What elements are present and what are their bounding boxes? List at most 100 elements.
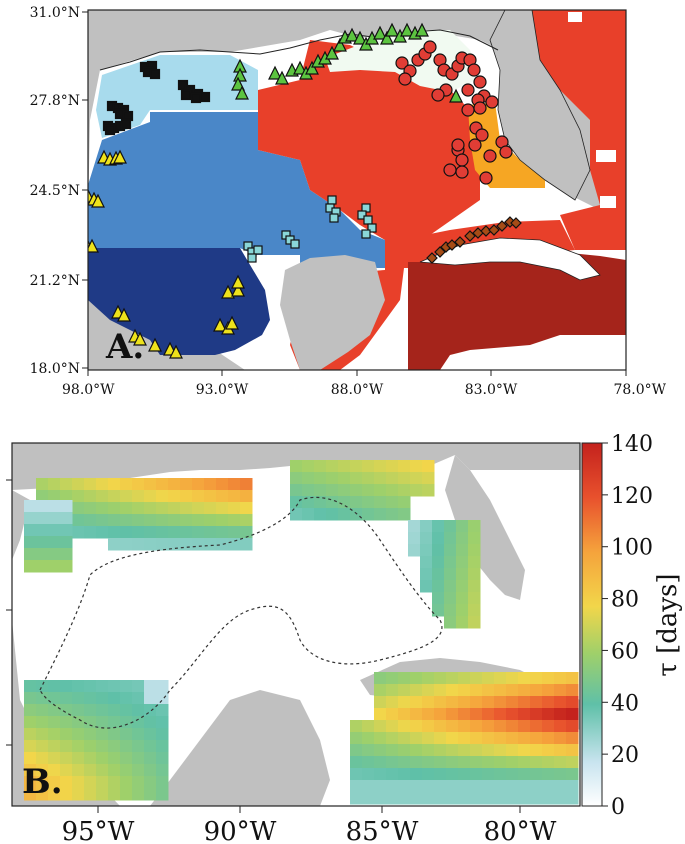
heatmap-cell bbox=[338, 472, 351, 485]
heatmap-cell bbox=[432, 568, 445, 581]
cyan-square-marker bbox=[367, 223, 377, 233]
heatmap-cell bbox=[542, 792, 555, 805]
heatmap-cell bbox=[156, 680, 169, 693]
heatmap-cell bbox=[36, 560, 49, 573]
heatmap-cell bbox=[48, 788, 61, 801]
heatmap-cell bbox=[48, 692, 61, 705]
black-square-marker bbox=[190, 92, 202, 104]
heatmap-cell bbox=[84, 514, 97, 527]
heatmap-cell bbox=[468, 580, 481, 593]
heatmap-cell bbox=[374, 780, 387, 793]
heatmap-cell bbox=[422, 708, 435, 721]
yellow-triangle-marker bbox=[231, 282, 245, 297]
heatmap-cell bbox=[422, 768, 435, 781]
heatmap-cell bbox=[456, 568, 469, 581]
heatmap-cell bbox=[386, 460, 399, 473]
heatmap-cell bbox=[566, 768, 579, 781]
heatmap-cell bbox=[518, 780, 531, 793]
heatmap-cell bbox=[566, 720, 579, 733]
red-circle-marker bbox=[431, 88, 445, 102]
heatmap-cell bbox=[398, 684, 411, 697]
heatmap-cell bbox=[398, 768, 411, 781]
heatmap-cell bbox=[108, 680, 121, 693]
heatmap-cell bbox=[470, 744, 483, 757]
heatmap-cell bbox=[554, 780, 567, 793]
heatmap-cell bbox=[314, 472, 327, 485]
heatmap-cell bbox=[60, 478, 73, 491]
heatmap-cell bbox=[204, 538, 217, 551]
heatmap-cell bbox=[422, 672, 435, 685]
heatmap-cell bbox=[48, 776, 61, 789]
heatmap-cell bbox=[216, 538, 229, 551]
region-west-florida-shelf bbox=[468, 102, 545, 188]
heatmap-cell bbox=[468, 556, 481, 569]
panel-a-florida bbox=[489, 10, 591, 201]
green-triangle-marker bbox=[353, 30, 367, 45]
heatmap-cell bbox=[120, 490, 133, 503]
heatmap-cell bbox=[434, 732, 447, 745]
heatmap-cell bbox=[530, 780, 543, 793]
colorbar-tick-label: 120 bbox=[611, 484, 653, 509]
green-triangle-marker bbox=[449, 88, 463, 103]
heatmap-cell bbox=[350, 460, 363, 473]
yellow-triangle-marker bbox=[169, 344, 183, 359]
heatmap-cell bbox=[96, 788, 109, 801]
heatmap-cell bbox=[554, 756, 567, 769]
heatmap-cell bbox=[470, 732, 483, 745]
heatmap-cell bbox=[36, 478, 49, 491]
heatmap-cell bbox=[24, 500, 37, 513]
heatmap-cell bbox=[36, 752, 49, 765]
heatmap-cell bbox=[24, 524, 37, 537]
heatmap-cell bbox=[48, 500, 61, 513]
yellow-triangle-marker bbox=[231, 274, 245, 289]
panel-a-lon-label: 93.0°W bbox=[196, 382, 249, 398]
heatmap-cell bbox=[48, 524, 61, 537]
green-triangle-marker bbox=[305, 60, 319, 75]
green-triangle-marker bbox=[325, 45, 339, 60]
heatmap-cell bbox=[494, 768, 507, 781]
heatmap-cell bbox=[432, 532, 445, 545]
heatmap-cell bbox=[398, 744, 411, 757]
green-triangle-marker bbox=[415, 22, 429, 37]
heatmap-cell bbox=[530, 672, 543, 685]
heatmap-cell bbox=[350, 744, 363, 757]
heatmap-cell bbox=[374, 756, 387, 769]
heatmap-cell bbox=[180, 478, 193, 491]
heatmap-cell bbox=[398, 792, 411, 805]
heatmap-cell bbox=[24, 692, 37, 705]
heatmap-cell bbox=[506, 792, 519, 805]
heatmap-cell bbox=[554, 708, 567, 721]
heatmap-cell bbox=[72, 764, 85, 777]
heatmap-cell bbox=[108, 740, 121, 753]
panel-b-florida bbox=[445, 455, 525, 600]
heatmap-cell bbox=[60, 490, 73, 503]
heatmap-cell bbox=[132, 478, 145, 491]
heatmap-cell bbox=[132, 502, 145, 515]
panel-b-frame bbox=[11, 442, 581, 807]
heatmap-cell bbox=[456, 544, 469, 557]
heatmap-cell bbox=[398, 696, 411, 709]
heatmap-cell bbox=[96, 680, 109, 693]
heatmap-cell bbox=[374, 744, 387, 757]
heatmap-cell bbox=[468, 520, 481, 533]
heatmap-cell bbox=[420, 544, 433, 557]
black-square-marker bbox=[180, 89, 192, 101]
heatmap-cell bbox=[444, 556, 457, 569]
heatmap-cell bbox=[422, 684, 435, 697]
colorbar-tick-label: 20 bbox=[611, 743, 639, 768]
heatmap-cell bbox=[24, 752, 37, 765]
heatmap-cell bbox=[494, 720, 507, 733]
brown-diamond-marker bbox=[434, 246, 446, 258]
red-circle-marker bbox=[461, 103, 475, 117]
heatmap-cell bbox=[72, 752, 85, 765]
heatmap-cell bbox=[362, 472, 375, 485]
heatmap-cell bbox=[326, 472, 339, 485]
panel-a-lat-label: 21.2°N bbox=[30, 273, 80, 289]
heatmap-cell bbox=[530, 756, 543, 769]
heatmap-cell bbox=[458, 672, 471, 685]
heatmap-cell bbox=[386, 472, 399, 485]
heatmap-cell bbox=[456, 592, 469, 605]
heatmap-cell bbox=[456, 604, 469, 617]
yellow-triangle-marker bbox=[88, 238, 99, 253]
heatmap-cell bbox=[120, 514, 133, 527]
